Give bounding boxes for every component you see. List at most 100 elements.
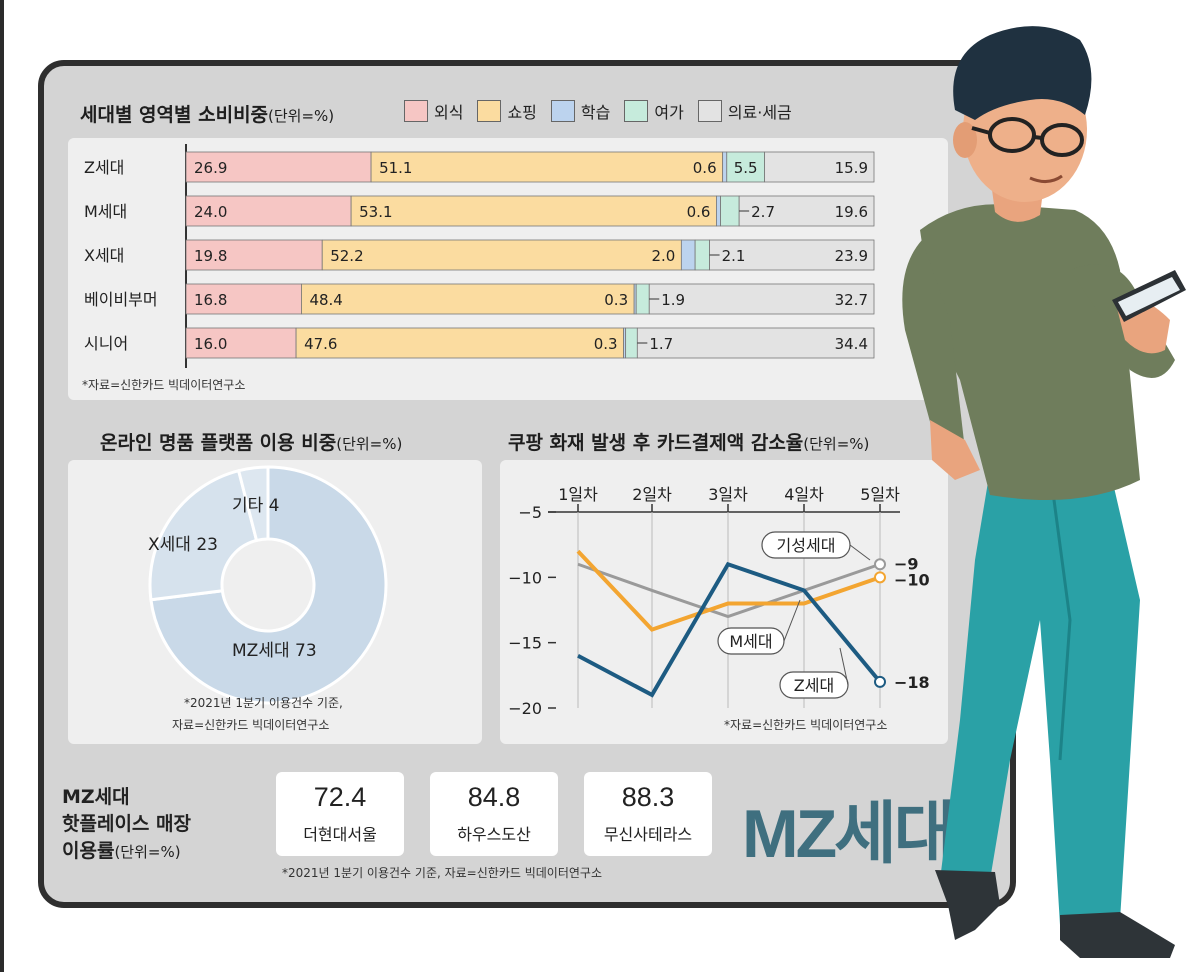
bar-segment (726, 151, 766, 183)
spending-title-text: 세대별 영역별 소비비중 (80, 104, 269, 126)
bar-value-label: 2.0 (652, 247, 676, 265)
donut-slice-label: X세대 23 (148, 535, 218, 555)
hotplace-title: MZ세대 핫플레이스 매장 이용률(단위=%) (62, 784, 191, 866)
donut-slice (149, 465, 388, 705)
hotplace-source-note: *2021년 1분기 이용건수 기준, 자료=신한카드 빅데이터연구소 (282, 866, 602, 880)
bar-value-label: 15.9 (835, 159, 868, 177)
bar-segment (295, 327, 624, 359)
x-tick-label: 2일차 (632, 485, 672, 504)
hotplace-value: 72.4 (313, 782, 367, 812)
legend-swatch (404, 100, 428, 122)
series-line (576, 549, 881, 632)
category-label: Z세대 (84, 158, 124, 177)
bar-segment (350, 195, 717, 227)
luxury-note-1: *2021년 1분기 이용건수 기준, (184, 696, 343, 710)
coupang-title: 쿠팡 화재 발생 후 카드결제액 감소율(단위=%) (508, 428, 869, 455)
bar-value-label: 52.2 (330, 247, 363, 265)
spending-title: 세대별 영역별 소비비중(단위=%) (80, 100, 334, 127)
bar-value-label: 23.9 (835, 247, 868, 265)
left-edge-bar (0, 0, 4, 972)
bar-value-label: 0.6 (693, 159, 717, 177)
series-end-marker (874, 571, 886, 584)
bar-segment (185, 283, 302, 315)
coupang-panel (500, 460, 948, 744)
bar-value-label: 19.8 (194, 247, 227, 265)
hotplace-title-line: MZ세대 (62, 786, 130, 808)
series-callout-label: 기성세대 (777, 536, 836, 555)
legend-label: 외식 (434, 103, 464, 122)
bar-segment (185, 195, 352, 227)
bar-value-label: 51.1 (379, 159, 412, 177)
luxury-title: 온라인 명품 플랫폼 이용 비중(단위=%) (100, 428, 402, 455)
bar-value-label: 24.0 (194, 203, 227, 221)
legend-swatch (624, 100, 649, 122)
bar-segment (764, 151, 875, 183)
donut-slice (148, 468, 259, 602)
coupang-unit: (단위=%) (803, 435, 870, 453)
bar-value-label: 34.4 (835, 335, 868, 353)
y-tick-label: −10 (508, 568, 542, 587)
x-tick-label: 5일차 (860, 485, 900, 504)
bar-segment (321, 239, 682, 271)
bar-value-label: 19.6 (835, 203, 868, 221)
bar-segment (738, 195, 875, 227)
series-callout-leader (849, 544, 871, 561)
hotplace-unit: (단위=%) (114, 843, 181, 861)
category-label: 시니어 (84, 334, 128, 353)
bar-segment (636, 327, 875, 359)
donut-slice-label: MZ세대 73 (232, 641, 317, 661)
luxury-note-2: 자료=신한카드 빅데이터연구소 (172, 718, 330, 732)
legend-item: 학습 (550, 99, 611, 123)
coupang-source-note: *자료=신한카드 빅데이터연구소 (724, 718, 888, 732)
legend-item: 외식 (404, 99, 463, 123)
x-tick-label: 4일차 (784, 485, 824, 504)
legend-swatch (697, 100, 722, 122)
bar-value-label: 16.8 (194, 291, 227, 309)
bar-segment (185, 327, 297, 359)
donut-slice-label: 기타 4 (232, 496, 280, 516)
bar-value-label: 0.3 (594, 335, 618, 353)
hotplace-card: 84.8 하우스도산 (430, 772, 558, 856)
spending-legend: 외식 쇼핑 학습 여가 의료·세금 (398, 98, 792, 124)
luxury-unit: (단위=%) (336, 435, 403, 453)
bar-value-label: 1.7 (649, 335, 673, 353)
bar-value-label: 26.9 (194, 159, 227, 177)
donut-slice (236, 465, 270, 543)
series-end-marker (874, 558, 886, 571)
legend-label: 학습 (580, 103, 611, 122)
legend-item: 쇼핑 (477, 99, 537, 123)
bar-value-label: 16.0 (194, 335, 227, 353)
series-line (577, 561, 882, 698)
spending-unit: (단위=%) (268, 107, 335, 125)
category-label: X세대 (84, 246, 124, 265)
hotplace-value: 88.3 (621, 782, 675, 812)
bar-value-label: 0.3 (604, 291, 628, 309)
hotplace-name: 더현대서울 (303, 825, 377, 844)
hotplace-title-line: 이용률(단위=%) (62, 838, 191, 866)
legend-item: 여가 (624, 99, 684, 123)
bar-value-label: 47.6 (304, 335, 337, 353)
hotplace-card: 72.4 더현대서울 (276, 772, 404, 856)
bar-segment (648, 283, 875, 315)
hotplace-name: 무신사테라스 (603, 825, 693, 844)
legend-label: 쇼핑 (507, 103, 537, 122)
bar-value-label: 1.9 (661, 291, 685, 309)
hotplace-value: 84.8 (467, 782, 521, 812)
legend-swatch (550, 100, 575, 122)
series-callout-label: Z세대 (794, 676, 834, 695)
series-callout-leader (783, 599, 801, 642)
hotplace-card: 88.3 무신사테라스 (584, 772, 712, 856)
bar-value-label: 2.7 (751, 203, 775, 221)
series-end-marker (874, 675, 886, 688)
bar-value-label: 5.5 (734, 159, 758, 177)
spending-source-note: *자료=신한카드 빅데이터연구소 (82, 378, 246, 392)
series-line (577, 562, 881, 619)
series-end-label: −10 (894, 570, 930, 589)
y-tick-label: −5 (518, 503, 542, 522)
bar-segment (185, 151, 372, 183)
category-label: 베이비부머 (84, 290, 158, 309)
